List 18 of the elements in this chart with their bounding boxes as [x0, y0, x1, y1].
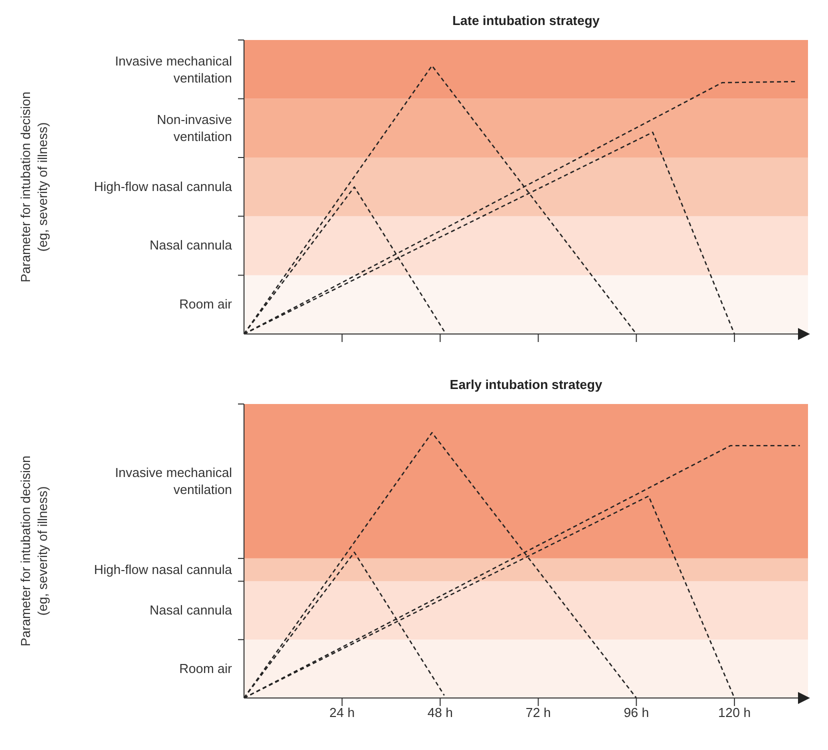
band-label: Non-invasive ventilation — [156, 112, 232, 144]
band-label: Room air — [179, 296, 233, 312]
band-label: High-flow nasal cannula — [94, 178, 233, 194]
band-label: Room air — [179, 660, 233, 676]
y-axis-title: Parameter for intubation decision (eg, severity of illness) — [18, 456, 50, 646]
band-label: Nasal cannula — [150, 602, 233, 618]
x-tick-label: 72 h — [526, 705, 551, 720]
chart-title: Late intubation strategy — [451, 12, 601, 30]
y-axis-title: Parameter for intubation decision (eg, severity of illness) — [18, 92, 50, 282]
x-tick-label: 120 h — [718, 705, 751, 720]
chart-title: Early intubation strategy — [448, 376, 604, 394]
x-tick-label: 24 h — [329, 705, 355, 720]
x-tick-label: 96 h — [624, 705, 650, 720]
x-tick-label: 48 h — [428, 705, 453, 720]
band-label: Invasive mechanical ventilation — [114, 465, 232, 498]
band-label: Invasive mechanical ventilation — [114, 53, 232, 86]
band-label: High-flow nasal cannula — [94, 562, 233, 577]
band-label: Nasal cannula — [150, 238, 233, 253]
